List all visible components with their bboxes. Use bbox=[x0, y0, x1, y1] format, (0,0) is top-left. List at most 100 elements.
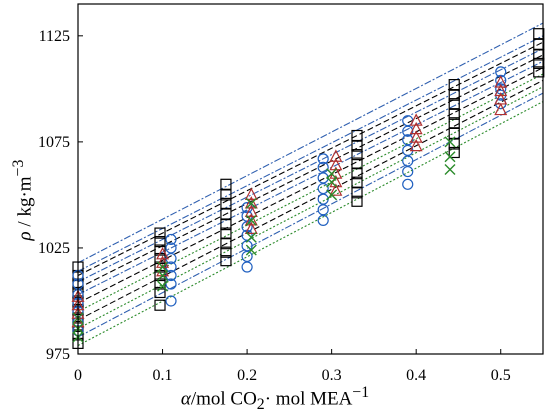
fit-line bbox=[77, 73, 544, 313]
data-point-square bbox=[533, 66, 545, 78]
data-point-cross bbox=[326, 168, 338, 180]
data-point-triangle bbox=[244, 213, 258, 226]
data-point-square bbox=[351, 168, 363, 180]
fit-line bbox=[77, 54, 544, 289]
data-point-square bbox=[220, 178, 232, 190]
data-point-square bbox=[220, 246, 232, 258]
data-point-triangle bbox=[329, 183, 343, 196]
data-point-square bbox=[448, 89, 460, 101]
axis-ticks: 975 1025 1075 1125 0 0.1 0.2 0.3 0.4 0.5 bbox=[38, 28, 511, 384]
data-point-cross bbox=[157, 270, 169, 282]
y-axis-label: ρ / kg·m−3 bbox=[10, 159, 36, 241]
fit-line bbox=[77, 101, 544, 347]
data-point-triangle bbox=[409, 130, 423, 143]
fit-lines bbox=[77, 22, 544, 347]
data-point-square bbox=[220, 238, 232, 250]
x-tick-label: 0 bbox=[74, 367, 82, 384]
data-point-circle bbox=[402, 165, 414, 178]
data-point-square bbox=[448, 117, 460, 129]
data-point-square bbox=[448, 146, 460, 159]
data-point-cross bbox=[157, 261, 169, 273]
data-point-square bbox=[154, 286, 166, 299]
data-point-square bbox=[351, 140, 363, 152]
data-point-cross bbox=[444, 151, 456, 163]
data-point-square bbox=[351, 187, 363, 199]
data-point-circle bbox=[165, 278, 177, 290]
data-point-square bbox=[448, 98, 460, 110]
y-tick-label: 1075 bbox=[38, 134, 70, 151]
data-point-circle bbox=[317, 204, 329, 216]
y-tick-label: 975 bbox=[46, 346, 70, 363]
data-point-square bbox=[448, 138, 460, 150]
data-point-triangle bbox=[156, 247, 170, 260]
data-point-triangle bbox=[329, 149, 343, 162]
data-point-cross bbox=[245, 214, 257, 226]
data-point-circle bbox=[241, 250, 253, 263]
data-point-triangle bbox=[494, 102, 508, 116]
data-point-square bbox=[448, 79, 460, 91]
x-tick-label: 0.3 bbox=[322, 367, 342, 384]
data-point-triangle bbox=[244, 196, 258, 209]
x-tick-label: 0.1 bbox=[153, 367, 173, 384]
data-point-circle bbox=[402, 134, 414, 146]
data-point-square bbox=[351, 129, 363, 142]
data-point-circle bbox=[402, 155, 414, 167]
data-point-square bbox=[220, 255, 232, 267]
data-point-square bbox=[154, 299, 166, 311]
data-point-square bbox=[533, 28, 545, 40]
data-point-square bbox=[220, 227, 232, 239]
data-point-cross bbox=[245, 197, 257, 209]
data-point-square bbox=[533, 38, 545, 50]
data-point-triangle bbox=[494, 75, 508, 88]
data-point-circle bbox=[165, 242, 177, 254]
fit-line bbox=[77, 79, 544, 321]
data-point-cross bbox=[245, 231, 257, 243]
data-point-square bbox=[220, 219, 232, 231]
data-point-circle bbox=[317, 153, 329, 165]
data-point-triangle bbox=[494, 83, 508, 97]
data-point-square bbox=[154, 227, 166, 239]
fit-line bbox=[77, 22, 544, 264]
fit-line bbox=[77, 48, 544, 283]
data-point-square bbox=[533, 57, 545, 69]
plot-frame bbox=[77, 3, 544, 355]
data-point-circle bbox=[241, 261, 253, 273]
data-point-cross bbox=[326, 189, 338, 201]
data-point-circle bbox=[402, 178, 414, 190]
data-point-square bbox=[154, 235, 166, 248]
data-point-square bbox=[351, 195, 363, 207]
data-point-triangle bbox=[409, 113, 423, 126]
y-tick-label: 1025 bbox=[38, 240, 70, 257]
data-point-square bbox=[220, 208, 232, 220]
data-point-cross bbox=[245, 244, 257, 256]
fit-line bbox=[77, 86, 544, 330]
data-point-triangle bbox=[409, 121, 423, 135]
data-point-square bbox=[351, 157, 363, 169]
x-tick-label: 0.2 bbox=[237, 367, 257, 384]
data-point-circle bbox=[165, 295, 177, 307]
data-point-square bbox=[154, 244, 166, 256]
data-point-circle bbox=[402, 125, 414, 137]
data-point-cross bbox=[157, 280, 169, 292]
data-point-square bbox=[220, 197, 232, 209]
data-point-circle bbox=[317, 214, 329, 226]
data-point-circle bbox=[165, 233, 177, 246]
y-axis-label-wrap: ρ / kg·m−3 bbox=[2, 130, 42, 270]
x-axis-label: α/mol CO2· mol MEA−1 bbox=[180, 384, 370, 414]
x-tick-label: 0.4 bbox=[406, 367, 426, 384]
data-point-cross bbox=[444, 163, 456, 175]
data-point-cross bbox=[326, 176, 338, 188]
fit-line bbox=[77, 92, 544, 338]
data-point-square bbox=[351, 176, 363, 188]
fit-line bbox=[77, 35, 544, 272]
data-point-circle bbox=[317, 161, 329, 173]
data-point-square bbox=[351, 149, 363, 161]
data-point-triangle bbox=[244, 187, 258, 201]
x-tick-label: 0.5 bbox=[491, 367, 511, 384]
fit-line bbox=[77, 41, 544, 277]
data-point-cross bbox=[444, 136, 456, 148]
data-point-square bbox=[220, 189, 232, 201]
data-point-triangle bbox=[244, 221, 258, 234]
fit-line bbox=[77, 67, 544, 304]
data-point-triangle bbox=[409, 138, 423, 152]
